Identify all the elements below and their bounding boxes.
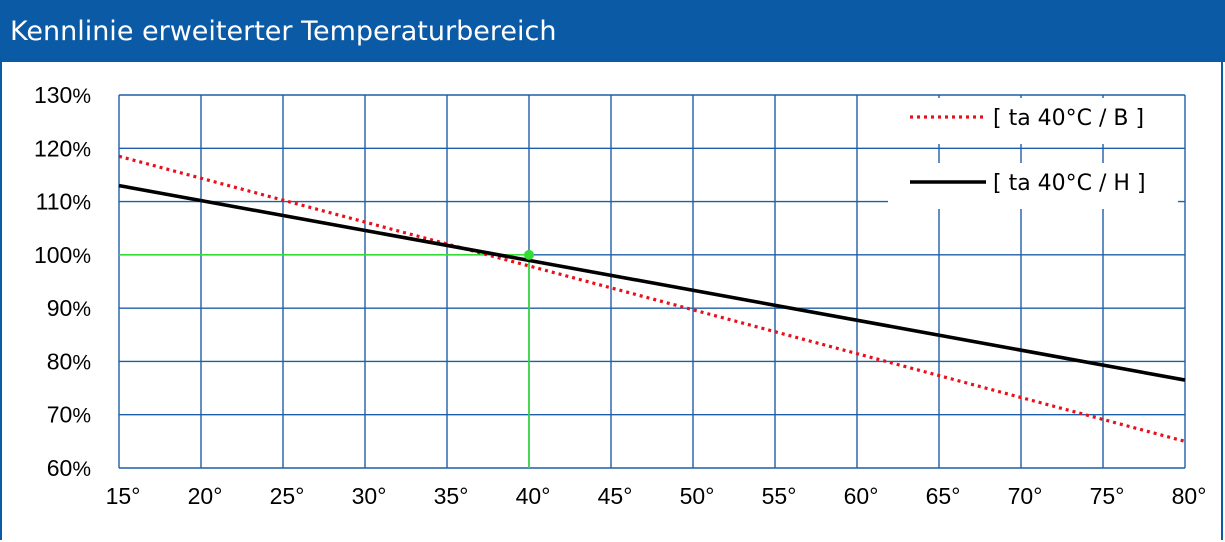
y-tick-label: 110% [36, 189, 91, 215]
x-tick-label: 45° [598, 483, 633, 509]
x-tick-label: 20° [188, 483, 223, 509]
legend-background-b [888, 98, 1178, 144]
series-line-h [118, 183, 1186, 382]
x-tick-label: 35° [434, 483, 469, 509]
x-tick-label: 15° [106, 483, 141, 509]
x-tick-label: 80° [1172, 483, 1207, 509]
y-tick-label: 100% [34, 242, 91, 268]
x-tick-label: 40° [516, 483, 551, 509]
x-tick-label: 75° [1090, 483, 1125, 509]
chart-title: Kennlinie erweiterter Temperaturbereich [10, 15, 557, 47]
x-tick-label: 25° [270, 483, 305, 509]
legend-label-b: [ ta 40°C / B ] [993, 106, 1144, 131]
reference-point [524, 249, 534, 260]
x-tick-label: 50° [680, 483, 715, 509]
x-tick-label: 55° [762, 483, 797, 509]
x-tick-label: 60° [844, 483, 879, 509]
x-tick-label: 65° [926, 483, 961, 509]
y-tick-label: 120% [34, 135, 91, 161]
y-tick-label: 60% [47, 455, 91, 481]
series-line-b [118, 154, 1186, 443]
y-tick-label: 70% [47, 402, 91, 428]
x-tick-label: 30° [352, 483, 387, 509]
y-tick-label: 130% [34, 82, 91, 108]
header-bar: Kennlinie erweiterter Temperaturbereich [0, 0, 1225, 62]
legend-label-h: [ ta 40°C / H ] [993, 171, 1146, 196]
chart: 15° 20° 25° 30° 35° 40° 45° 50° 55° 60° 65° 70° 75° 8… [34, 82, 1207, 509]
x-tick-label: 70° [1008, 483, 1043, 509]
y-tick-label: 90% [47, 295, 91, 321]
y-tick-label: 80% [47, 348, 91, 374]
legend-background-h [888, 163, 1178, 209]
